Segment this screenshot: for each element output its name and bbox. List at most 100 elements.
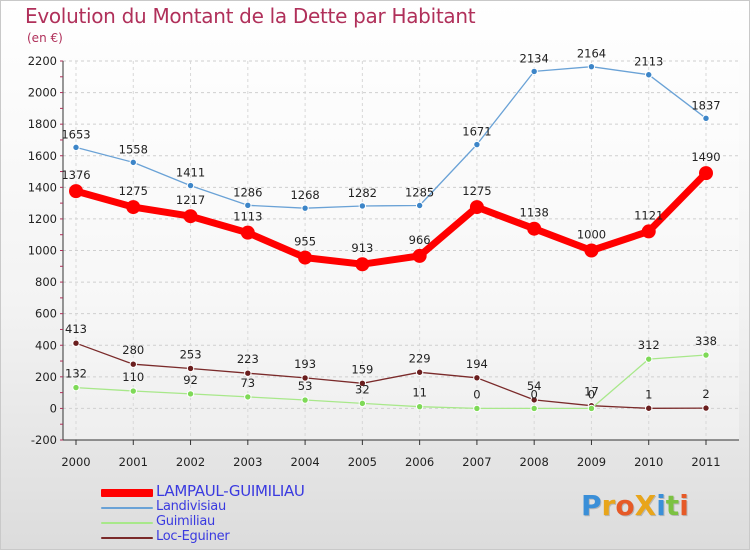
proxiti-logo: ProXitiProXiti	[581, 489, 689, 522]
data-label: 132	[65, 367, 87, 381]
x-tick-label: 2007	[462, 455, 491, 469]
legend-swatch	[101, 489, 153, 497]
data-point	[412, 248, 427, 263]
data-label: 1376	[61, 168, 90, 182]
data-point	[358, 399, 367, 408]
data-point	[244, 201, 252, 210]
chart-unit-label: (en €)	[27, 31, 63, 45]
data-label: 110	[122, 370, 144, 384]
data-point	[415, 368, 424, 376]
y-tick-label: 400	[35, 338, 57, 352]
data-point	[240, 225, 255, 240]
series-line-landivisiau	[75, 66, 707, 209]
y-tick-label: 600	[35, 307, 57, 321]
legend-swatch	[101, 537, 153, 539]
data-label: 223	[237, 352, 259, 366]
data-label: 0	[588, 387, 595, 401]
x-tick-label: 2001	[119, 455, 148, 469]
data-label: 913	[351, 241, 373, 255]
y-tick-label: 1400	[28, 180, 57, 194]
legend-item: Guimiliau	[101, 514, 401, 530]
series-line-guimiliau	[75, 354, 707, 410]
data-label: 1653	[61, 127, 90, 141]
data-point	[72, 383, 80, 392]
data-point	[358, 379, 367, 388]
data-point	[244, 369, 252, 377]
data-label: 11	[412, 386, 427, 400]
legend-label: Guimiliau	[156, 514, 215, 529]
data-point	[244, 393, 252, 401]
legend-label: Loc-Eguiner	[156, 529, 230, 544]
data-label: 2113	[634, 55, 663, 69]
data-point	[301, 374, 309, 382]
data-point	[530, 396, 538, 404]
data-point	[72, 143, 80, 152]
x-tick-label: 2002	[176, 455, 205, 469]
brand-letter: t	[665, 489, 680, 522]
data-point	[702, 351, 710, 359]
data-label: 1285	[405, 185, 434, 199]
brand-letter: X	[634, 489, 657, 522]
data-label: 53	[298, 379, 313, 393]
data-label: 966	[409, 233, 431, 247]
data-point	[129, 158, 137, 167]
data-point	[645, 355, 653, 363]
data-point	[129, 387, 137, 395]
data-label: 312	[638, 338, 660, 352]
data-label: 159	[351, 362, 373, 376]
y-tick-label: 0	[50, 401, 57, 415]
y-tick-label: 1000	[28, 244, 57, 258]
legend-item: LAMPAUL-GUIMILIAU	[101, 482, 401, 500]
data-point	[415, 201, 424, 210]
data-label: 955	[294, 235, 316, 249]
data-label: 1113	[233, 210, 262, 224]
data-point	[69, 184, 83, 199]
series-line-loc-eguiner	[75, 342, 707, 409]
legend-item: Landivisiau	[101, 499, 401, 515]
data-label: 1837	[691, 98, 720, 112]
data-label: 1268	[290, 188, 319, 202]
data-label: 0	[473, 387, 480, 401]
data-label: 194	[466, 357, 488, 371]
data-label: 1282	[348, 186, 377, 200]
brand-letter: i	[679, 489, 689, 522]
data-label: 2	[702, 387, 709, 401]
legend-label: Landivisiau	[156, 499, 226, 514]
data-point	[587, 62, 596, 71]
legend-item: Loc-Eguiner	[101, 529, 401, 545]
x-tick-label: 2009	[577, 455, 606, 469]
data-point	[645, 404, 653, 412]
data-point	[530, 67, 538, 76]
legend-label: LAMPAUL-GUIMILIAU	[156, 482, 305, 500]
data-point	[298, 250, 313, 265]
brand-letter: o	[615, 489, 635, 522]
data-point	[358, 202, 367, 210]
data-point	[355, 257, 370, 272]
data-point	[301, 396, 309, 404]
data-point	[702, 114, 710, 123]
data-point	[584, 243, 599, 258]
data-label: 1558	[119, 142, 148, 156]
data-label: 32	[355, 382, 370, 396]
chart-title: Evolution du Montant de la Dette par Hab…	[25, 4, 476, 28]
data-point	[702, 404, 710, 412]
data-label: 0	[531, 387, 538, 401]
data-point	[527, 221, 542, 236]
data-point	[186, 364, 195, 373]
brand-letter: i	[656, 489, 666, 522]
data-label: 2164	[577, 47, 606, 61]
data-label: 1217	[176, 193, 205, 207]
brand-letter: r	[601, 489, 616, 522]
data-label: 193	[294, 357, 316, 371]
data-label: 229	[409, 351, 431, 365]
x-tick-label: 2000	[61, 455, 90, 469]
data-point	[530, 404, 538, 413]
data-label: 54	[527, 379, 542, 393]
data-label: 253	[180, 347, 202, 361]
data-point	[645, 71, 653, 79]
legend-swatch	[101, 522, 153, 524]
y-tick-label: -200	[31, 433, 57, 447]
data-label: 92	[183, 373, 198, 387]
x-tick-label: 2008	[520, 455, 549, 469]
